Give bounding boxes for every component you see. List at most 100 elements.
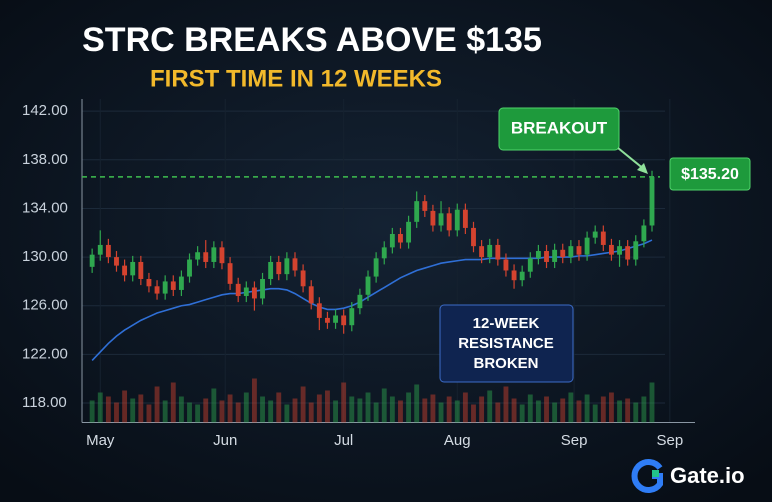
y-tick-label: 134.00	[22, 199, 68, 216]
volume-bar	[519, 404, 525, 423]
candle-body	[535, 251, 541, 259]
candle-body	[495, 244, 501, 260]
volume-bar	[187, 402, 192, 423]
candle-body	[519, 271, 525, 281]
volume-bar	[641, 396, 647, 423]
volume-bar	[341, 382, 347, 423]
x-tick-label: May	[86, 432, 115, 449]
breakout-arrow	[617, 147, 646, 171]
volume-bar	[122, 390, 128, 423]
candle-body	[187, 259, 192, 277]
candle-body	[130, 261, 136, 276]
volume-bar	[284, 404, 290, 423]
candle-body	[438, 213, 444, 226]
volume-bar	[406, 392, 412, 423]
volume-bar	[373, 402, 379, 423]
candle-body	[146, 278, 152, 287]
volume-bar	[487, 390, 493, 423]
candle-body	[600, 231, 606, 245]
brand-name: Gate.io	[670, 463, 745, 488]
volume-bar	[268, 400, 274, 423]
candle-body	[446, 213, 452, 231]
volume-bar	[576, 400, 582, 423]
logo-icon	[631, 459, 663, 493]
volume-bar	[560, 398, 566, 423]
volume-bar	[89, 400, 95, 423]
candle-body	[389, 233, 395, 248]
candle-body	[333, 315, 338, 323]
candle-body	[454, 209, 460, 231]
y-tick-label: 142.00	[22, 102, 68, 119]
volume-bar	[325, 390, 330, 423]
volume-bar	[195, 404, 201, 423]
candle-body	[552, 249, 558, 262]
volume-bar	[333, 400, 338, 423]
candle-body	[268, 261, 274, 279]
volume-bar	[292, 398, 298, 423]
volume-bar	[203, 398, 209, 423]
candle-body	[211, 247, 217, 262]
candle-body	[138, 261, 144, 279]
volume-bar	[422, 398, 428, 423]
volume-bar	[471, 404, 476, 423]
volume-bar	[154, 386, 160, 423]
candle-body	[406, 221, 412, 243]
x-tick-label: Jun	[213, 432, 237, 449]
candle-body	[365, 276, 371, 295]
volume-bar	[114, 402, 119, 423]
candle-body	[641, 225, 647, 242]
volume-bar	[527, 394, 533, 423]
x-tick-label: Sep	[561, 432, 588, 449]
candle-body	[471, 227, 476, 247]
volume-bar	[414, 384, 420, 423]
volume-bar	[162, 400, 168, 423]
volume-bar	[219, 400, 225, 423]
candle-body	[576, 246, 582, 255]
volume-bar	[649, 382, 655, 423]
candle-body	[292, 258, 298, 271]
candle-body	[422, 201, 428, 211]
candle-body	[154, 286, 160, 294]
volume-bar	[365, 392, 371, 423]
volume-bar	[178, 396, 184, 423]
y-tick-label: 138.00	[22, 151, 68, 168]
candle-body	[568, 246, 574, 258]
candle-body	[203, 252, 209, 262]
volume-bar	[454, 400, 460, 423]
candle-body	[276, 261, 282, 275]
note-line: 12-WEEK	[473, 315, 540, 332]
volume-bar	[568, 392, 574, 423]
volume-bar	[235, 402, 241, 423]
volume-bar	[243, 392, 249, 423]
candle-body	[162, 281, 168, 294]
candle-body	[316, 303, 322, 318]
candle-body	[398, 233, 403, 243]
candle-body	[243, 287, 249, 297]
candle-body	[170, 281, 176, 290]
y-tick-label: 126.00	[22, 297, 68, 314]
volume-bar	[211, 388, 217, 423]
volume-bar	[105, 396, 111, 423]
candle-body	[341, 315, 347, 326]
price-label: $135.20	[681, 166, 739, 183]
volume-bar	[130, 398, 136, 423]
y-tick-label: 118.00	[22, 394, 67, 411]
candle-body	[97, 244, 103, 255]
volume-bar	[398, 400, 403, 423]
candle-body	[430, 210, 436, 226]
volume-bar	[276, 392, 282, 423]
volume-bar	[170, 382, 176, 423]
candle-body	[219, 247, 225, 264]
volume-bar	[438, 402, 444, 423]
logo: Gate.io	[631, 459, 745, 493]
candle-body	[195, 252, 201, 260]
chart-title: STRC BREAKS ABOVE $135	[82, 21, 542, 59]
candle-body	[122, 265, 128, 276]
volume-bar	[251, 378, 257, 423]
candle-body	[544, 251, 549, 262]
candle-body	[300, 270, 306, 287]
note-box	[439, 304, 574, 383]
chart-subtitle: FIRST TIME IN 12 WEEKS	[150, 65, 442, 92]
candle-body	[178, 276, 184, 290]
volume-bar	[584, 394, 590, 423]
